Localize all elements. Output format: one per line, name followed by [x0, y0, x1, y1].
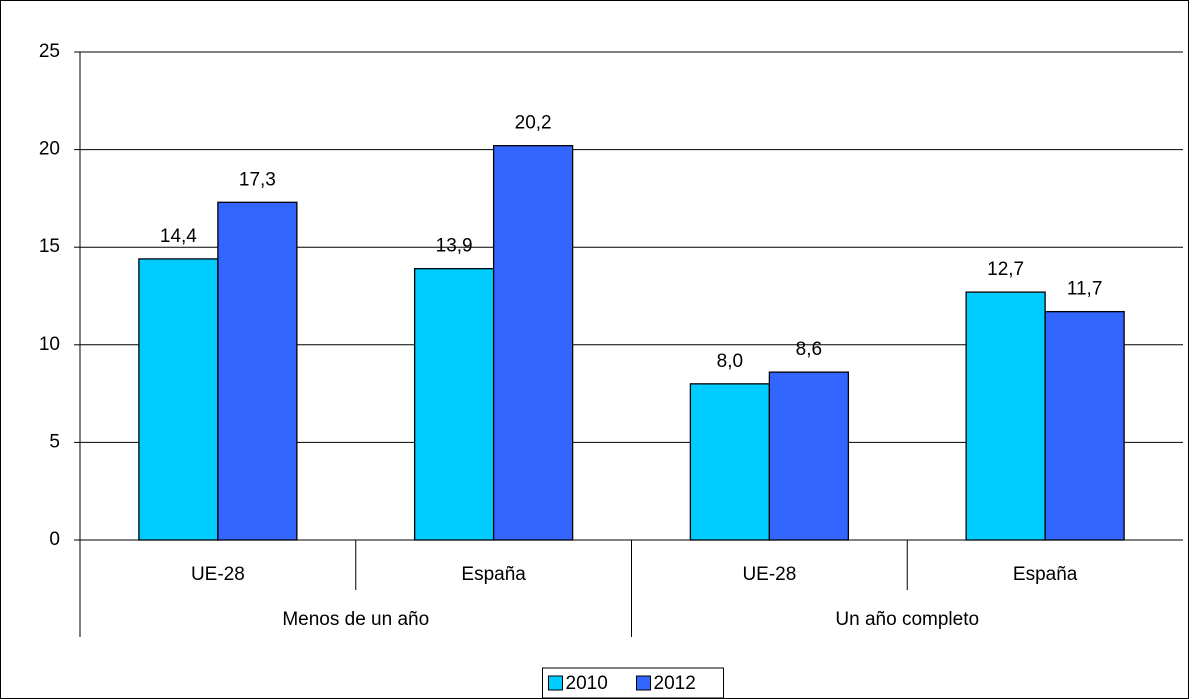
legend-box [542, 667, 724, 699]
value-label: 20,2 [515, 113, 552, 134]
x-tick-label: España [1013, 564, 1078, 585]
bar [413, 268, 495, 541]
value-label: 8,0 [717, 351, 743, 372]
value-label: 11,7 [1067, 279, 1103, 300]
bar [492, 145, 574, 541]
y-tick-label: 25 [39, 41, 60, 62]
bar [965, 291, 1046, 541]
legend-label: 2012 [654, 673, 696, 694]
bar [1044, 310, 1125, 541]
x-tick-label: España [461, 564, 526, 585]
y-tick-label: 20 [39, 139, 60, 160]
value-label: 14,4 [160, 226, 197, 247]
x-tick-label: UE-28 [742, 564, 796, 585]
bar [689, 383, 771, 541]
group-label: Menos de un año [282, 609, 429, 630]
legend-swatch [636, 675, 651, 691]
legend: 2010 2012 [542, 667, 724, 699]
group-label: Un año completo [835, 609, 979, 630]
y-tick-label: 0 [49, 529, 60, 550]
y-tick-label: 10 [39, 334, 60, 355]
legend-swatch [548, 675, 563, 691]
y-tick-label: 15 [39, 236, 60, 257]
legend-label: 2010 [566, 673, 608, 694]
y-tick-label: 5 [49, 431, 60, 452]
x-tick-label: UE-28 [191, 564, 245, 585]
value-label: 17,3 [239, 169, 276, 190]
value-label: 13,9 [436, 236, 473, 257]
bar [138, 258, 219, 541]
bar [768, 371, 850, 541]
bar [217, 201, 298, 541]
value-label: 8,6 [796, 339, 822, 360]
value-label: 12,7 [987, 259, 1024, 280]
